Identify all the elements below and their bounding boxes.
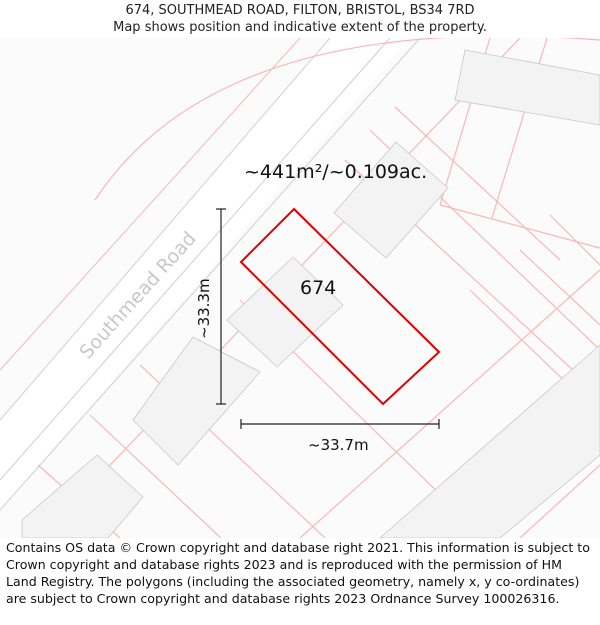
map-header: 674, SOUTHMEAD ROAD, FILTON, BRISTOL, BS… — [0, 0, 600, 40]
property-map[interactable]: Southmead Road ~441m²/~0.109ac. 674 ~33.… — [0, 38, 600, 538]
map-subtitle: Map shows position and indicative extent… — [113, 20, 487, 35]
attribution-text: Contains OS data © Crown copyright and d… — [6, 540, 590, 606]
building — [21, 454, 144, 538]
height-label: ~33.3m — [195, 278, 213, 339]
southmead-road — [0, 38, 410, 510]
building — [454, 49, 600, 126]
building — [132, 336, 261, 466]
width-label: ~33.7m — [308, 436, 369, 454]
building — [379, 344, 600, 538]
building — [226, 256, 344, 368]
property-boundary[interactable] — [239, 207, 441, 406]
plot-number-label: 674 — [300, 277, 336, 299]
area-label: ~441m²/~0.109ac. — [244, 161, 427, 183]
building — [333, 141, 449, 259]
address-title: 674, SOUTHMEAD ROAD, FILTON, BRISTOL, BS… — [125, 3, 475, 18]
